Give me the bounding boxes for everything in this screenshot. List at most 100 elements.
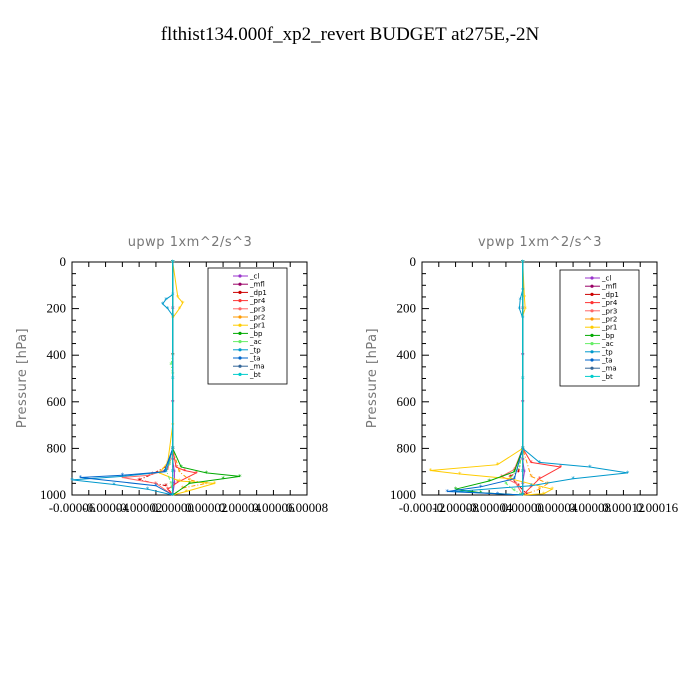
upwp-series-point-tp: *	[112, 481, 116, 489]
upwp-series-line-ta	[80, 262, 174, 496]
upwp-series-point-pr1: *	[176, 293, 180, 301]
vpwp-series-point-ta: *	[479, 483, 483, 491]
upwp-y-tick-label: 400	[47, 347, 67, 362]
upwp-legend-label: _pr4	[249, 297, 266, 305]
upwp-x-tick-label: -0.00006	[49, 500, 96, 515]
vpwp-series-point-pr1: *	[496, 461, 500, 469]
upwp-series-point-bt: *	[171, 375, 175, 383]
vpwp-series-point-pr1: *	[523, 293, 527, 301]
vpwp-series-point-ta: *	[445, 488, 449, 496]
upwp-legend-marker	[238, 315, 242, 319]
upwp-series-point-cl: *	[173, 468, 177, 476]
upwp-y-axis-label: Pressure [hPa]	[15, 328, 30, 428]
vpwp-series-point-tp: *	[521, 492, 525, 500]
vpwp-series-point-ma: *	[521, 492, 525, 500]
upwp-series-point-pr4: *	[194, 469, 198, 477]
upwp-legend-label: _mfl	[249, 281, 265, 289]
upwp-series-point-bt: *	[171, 492, 175, 500]
vpwp-series-point-tp: *	[626, 469, 630, 477]
vpwp-panel: vpwp 1xm^2/s^3 Pressure [hPa] 0 200 400 600…	[365, 235, 679, 515]
upwp-series-point-pr1: *	[158, 469, 162, 477]
upwp-series-point-ac: *	[169, 361, 173, 369]
upwp-series-point-pr1: *	[184, 488, 188, 496]
upwp-series-point-pr2: *	[171, 492, 175, 500]
upwp-series-point-ac: *	[168, 461, 172, 469]
vpwp-y-tick-label: 400	[397, 347, 417, 362]
upwp-legend-marker	[238, 331, 242, 335]
vpwp-series-point-pr2: *	[529, 473, 533, 481]
vpwp-series-point-cl: *	[523, 468, 527, 476]
upwp-x-tick-label: 0.00006	[252, 500, 295, 515]
vpwp-series-point-ta: *	[496, 490, 500, 498]
vpwp-legend-marker	[590, 317, 594, 321]
vpwp-legend-label: _ac	[601, 340, 614, 348]
vpwp-series-point-bp: *	[454, 486, 458, 494]
vpwp-series-point-bp: *	[487, 478, 491, 486]
upwp-series-point-dp1: *	[171, 492, 175, 500]
vpwp-series-point-pr1: *	[550, 486, 554, 494]
upwp-series-point-pr1: *	[178, 305, 182, 313]
upwp-series-point-pr3: *	[171, 492, 175, 500]
vpwp-series-point-ac: *	[513, 487, 517, 495]
vpwp-series-point-tp: *	[571, 475, 575, 483]
upwp-panel: upwp 1xm^2/s^3 Pressure [hPa] 0 200 400 600…	[15, 235, 328, 515]
vpwp-series-point-pr2: *	[546, 480, 550, 488]
upwp-series-point-ta: *	[121, 472, 125, 480]
upwp-legend-marker	[238, 274, 242, 278]
upwp-x-tick-label: 0.00004	[219, 500, 262, 515]
vpwp-legend-label: _cl	[601, 275, 611, 283]
vpwp-series-point-ac: *	[504, 480, 508, 488]
upwp-series-point-pr3: *	[154, 480, 158, 488]
vpwp-legend-label: _mfl	[601, 283, 617, 291]
upwp-x-tick-label: 0.00008	[286, 500, 328, 515]
upwp-y-tick-label: 600	[47, 394, 67, 409]
upwp-series-point-cl: *	[171, 492, 175, 500]
vpwp-panel-title: vpwp 1xm^2/s^3	[478, 235, 602, 250]
vpwp-series-point-ac: *	[518, 464, 522, 472]
vpwp-series-point-dp1: *	[517, 468, 521, 476]
vpwp-x-tick-label: -0.00008	[432, 500, 479, 515]
upwp-series-point-bp: *	[221, 475, 225, 483]
upwp-series-point-tp: *	[171, 492, 175, 500]
upwp-legend-label: _cl	[249, 273, 259, 281]
vpwp-legend-marker	[590, 333, 594, 337]
vpwp-legend-marker	[590, 301, 594, 305]
upwp-series-point-pr1: *	[213, 480, 217, 488]
vpwp-y-tick-label: 800	[397, 440, 417, 455]
vpwp-legend-box	[559, 269, 640, 387]
upwp-series-point-bt: *	[171, 259, 175, 267]
upwp-legend-marker	[238, 323, 242, 327]
vpwp-series-point-dp1: *	[508, 473, 512, 481]
vpwp-x-tick-label: 0.00012	[602, 500, 644, 515]
upwp-legend-marker	[238, 307, 242, 311]
upwp-series-point-pr3: *	[147, 472, 151, 480]
vpwp-legend-marker	[590, 309, 594, 313]
upwp-series-point-bp: *	[171, 492, 175, 500]
upwp-legend-marker	[238, 290, 242, 294]
upwp-series-point-tp: *	[70, 476, 74, 484]
vpwp-y-tick-label: 0	[410, 254, 417, 269]
vpwp-legend-label: _tp	[601, 348, 613, 356]
vpwp-series-point-pr1: *	[523, 305, 527, 313]
vpwp-legend-label: _pr4	[601, 299, 618, 307]
upwp-legend-label: _pr3	[249, 305, 265, 313]
upwp-series-point-pr4: *	[174, 464, 178, 472]
vpwp-legend-label: _pr3	[601, 307, 617, 315]
vpwp-series-point-pr4: *	[529, 483, 533, 491]
upwp-series-point-tp: *	[164, 468, 168, 476]
vpwp-series-point-bt: *	[521, 259, 525, 267]
vpwp-legend-marker	[590, 366, 594, 370]
upwp-legend-label: _bp	[249, 330, 263, 338]
vpwp-legend-marker	[590, 374, 594, 378]
upwp-series-point-pr3: *	[121, 474, 125, 482]
vpwp-series-point-pr4: *	[521, 492, 525, 500]
vpwp-legend-marker	[590, 342, 594, 346]
vpwp-x-tick-label: 0.00000	[502, 500, 544, 515]
vpwp-legend-label: _pr1	[601, 324, 617, 332]
vpwp-series-line-bp	[455, 262, 524, 496]
upwp-series-point-ac: *	[171, 492, 175, 500]
upwp-series-point-pr2: *	[205, 480, 209, 488]
vpwp-series-line-ta	[447, 262, 524, 496]
vpwp-series-point-bt: *	[521, 468, 525, 476]
